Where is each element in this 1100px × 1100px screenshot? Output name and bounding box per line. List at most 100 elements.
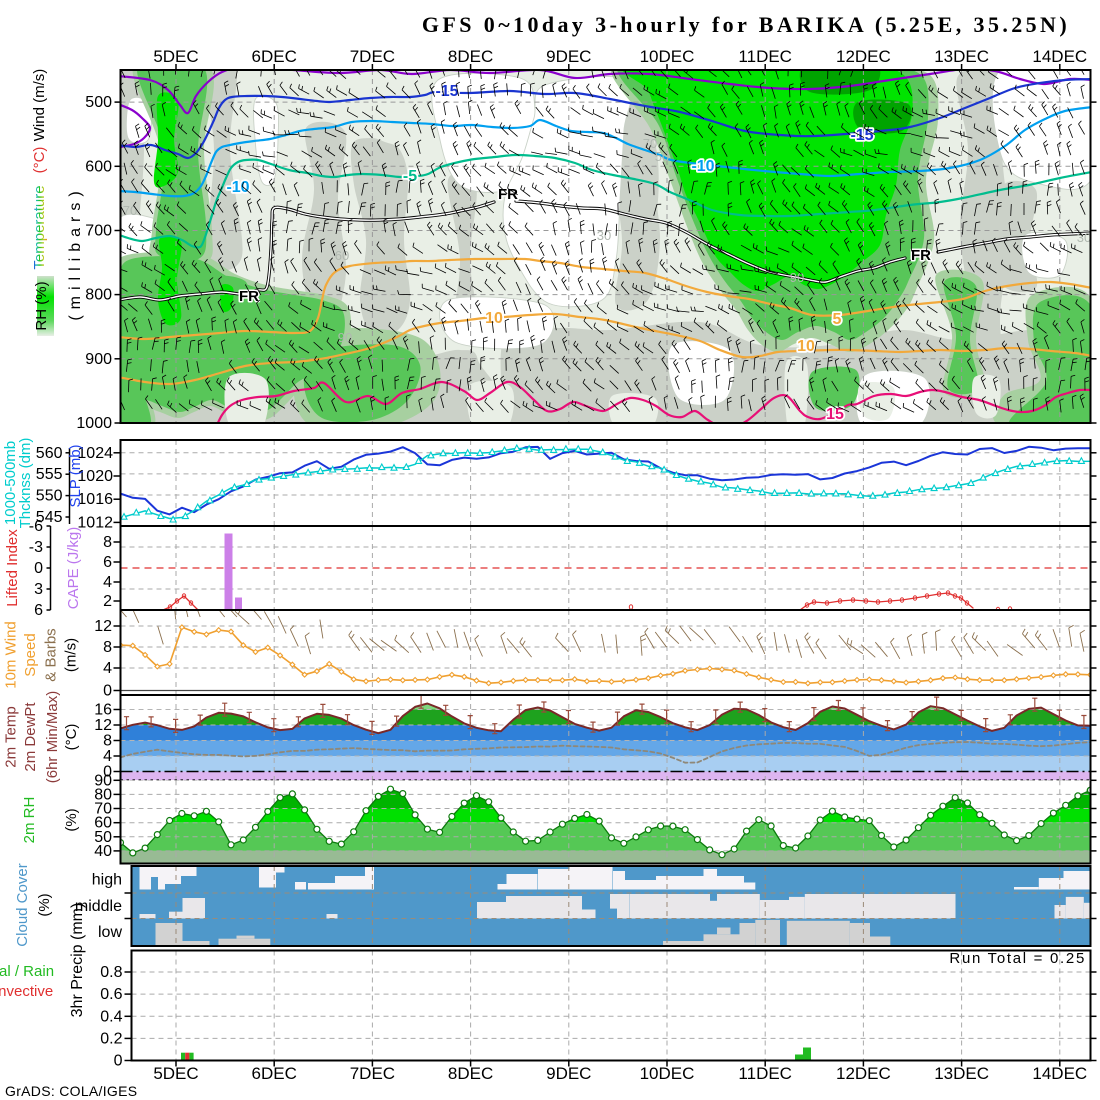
svg-text:1024: 1024 [77, 445, 113, 462]
svg-text:16: 16 [94, 702, 112, 719]
svg-text:12: 12 [94, 618, 112, 635]
svg-text:10: 10 [485, 310, 503, 327]
svg-text:70: 70 [123, 203, 137, 218]
svg-text:14DEC: 14DEC [1032, 47, 1087, 66]
svg-text:8: 8 [103, 639, 112, 656]
svg-text:-10: -10 [691, 158, 714, 175]
svg-text:500: 500 [85, 94, 112, 111]
svg-text:90: 90 [790, 270, 804, 285]
svg-text:8DEC: 8DEC [448, 1064, 493, 1083]
svg-text:900: 900 [85, 351, 112, 368]
svg-text:(6hr Min/Max): (6hr Min/Max) [44, 691, 61, 784]
svg-text:FR: FR [239, 288, 259, 305]
svg-text:RH (%): RH (%) [33, 281, 50, 330]
svg-text:SLP (mb): SLP (mb) [67, 444, 84, 507]
svg-text:-15: -15 [435, 83, 458, 100]
svg-text:-10: -10 [226, 179, 249, 196]
svg-text:7DEC: 7DEC [350, 1064, 395, 1083]
svg-text:Convective: Convective [0, 983, 53, 1000]
svg-text:8: 8 [103, 733, 112, 750]
svg-text:4: 4 [103, 748, 112, 765]
svg-text:50: 50 [655, 149, 669, 164]
svg-text:GrADS: COLA/IGES: GrADS: COLA/IGES [5, 1083, 137, 1099]
svg-text:(millibars): (millibars) [67, 185, 84, 320]
svg-text:-6: -6 [29, 518, 43, 535]
svg-text:Cloud Cover: Cloud Cover [14, 863, 31, 946]
svg-text:(°C): (°C) [31, 147, 48, 174]
svg-text:14DEC: 14DEC [1032, 1064, 1087, 1083]
svg-text:10DEC: 10DEC [640, 1064, 695, 1083]
svg-text:Lifted Index: Lifted Index [4, 529, 21, 607]
svg-text:-15: -15 [850, 127, 873, 144]
svg-text:1020: 1020 [77, 468, 113, 485]
svg-text:10: 10 [797, 338, 815, 355]
svg-text:11DEC: 11DEC [738, 47, 792, 66]
svg-text:6DEC: 6DEC [252, 1064, 297, 1083]
svg-text:550: 550 [36, 488, 63, 505]
svg-text:3hr Precip (mm): 3hr Precip (mm) [69, 903, 86, 1018]
svg-text:1016: 1016 [77, 491, 113, 508]
svg-text:30: 30 [597, 228, 611, 243]
svg-text:0: 0 [103, 764, 112, 781]
svg-text:90: 90 [94, 772, 112, 789]
svg-text:90: 90 [338, 330, 352, 345]
svg-text:0.6: 0.6 [100, 986, 122, 1003]
svg-text:600: 600 [85, 158, 112, 175]
svg-text:6: 6 [103, 554, 112, 571]
svg-text:low: low [98, 924, 122, 941]
svg-text:2m Temp: 2m Temp [3, 706, 20, 767]
svg-text:9DEC: 9DEC [546, 47, 591, 66]
svg-text:1000: 1000 [76, 415, 112, 432]
svg-text:11DEC: 11DEC [738, 1064, 792, 1083]
svg-text:high: high [92, 872, 122, 889]
svg-text:555: 555 [36, 466, 63, 483]
svg-text:Speed: Speed [22, 633, 39, 676]
svg-text:560: 560 [36, 445, 63, 462]
svg-text:Temperature: Temperature [31, 185, 48, 269]
svg-text:-5: -5 [403, 168, 417, 185]
svg-text:(m/s): (m/s) [63, 638, 80, 672]
svg-text:(%): (%) [63, 808, 80, 831]
svg-text:6DEC: 6DEC [252, 47, 297, 66]
svg-text:2: 2 [103, 593, 112, 610]
svg-text:545: 545 [36, 509, 63, 526]
svg-text:1000-500mb: 1000-500mb [2, 441, 19, 525]
svg-text:5DEC: 5DEC [153, 47, 198, 66]
svg-text:2m DewPt: 2m DewPt [22, 702, 39, 772]
svg-text:60: 60 [94, 815, 112, 832]
svg-text:Total / Rain: Total / Rain [0, 963, 54, 980]
svg-text:0: 0 [114, 1053, 123, 1070]
svg-text:0: 0 [103, 683, 112, 700]
svg-text:-3: -3 [29, 539, 43, 556]
svg-text:Thcknss (dm): Thcknss (dm) [17, 438, 34, 529]
svg-text:Run Total = 0.25: Run Total = 0.25 [949, 950, 1086, 967]
svg-text:0.2: 0.2 [100, 1030, 122, 1047]
svg-text:70: 70 [94, 801, 112, 818]
svg-text:10m Wind: 10m Wind [3, 621, 20, 689]
svg-text:GFS 0~10day 3-hourly for BARIK: GFS 0~10day 3-hourly for BARIKA (5.25E, … [422, 12, 1070, 37]
svg-text:12DEC: 12DEC [836, 47, 891, 66]
svg-text:1012: 1012 [77, 514, 113, 531]
svg-text:13DEC: 13DEC [934, 1064, 989, 1083]
svg-text:(%): (%) [36, 893, 53, 916]
svg-text:50: 50 [94, 829, 112, 846]
svg-text:60: 60 [335, 248, 349, 263]
svg-text:700: 700 [85, 222, 112, 239]
svg-text:40: 40 [94, 843, 112, 860]
svg-text:9DEC: 9DEC [546, 1064, 591, 1083]
svg-text:12: 12 [94, 717, 112, 734]
svg-text:6: 6 [34, 602, 43, 619]
svg-text:15: 15 [826, 406, 844, 423]
svg-text:12DEC: 12DEC [836, 1064, 891, 1083]
svg-text:8: 8 [103, 534, 112, 551]
svg-text:8DEC: 8DEC [448, 47, 493, 66]
svg-text:13DEC: 13DEC [934, 47, 989, 66]
svg-text:0.8: 0.8 [100, 964, 122, 981]
svg-text:2m RH: 2m RH [21, 797, 38, 844]
svg-text:3: 3 [34, 581, 43, 598]
svg-text:0.4: 0.4 [100, 1008, 122, 1025]
svg-text:5: 5 [833, 311, 842, 328]
svg-text:4: 4 [103, 660, 112, 677]
svg-text:(°C): (°C) [63, 724, 80, 751]
svg-text:7DEC: 7DEC [350, 47, 395, 66]
